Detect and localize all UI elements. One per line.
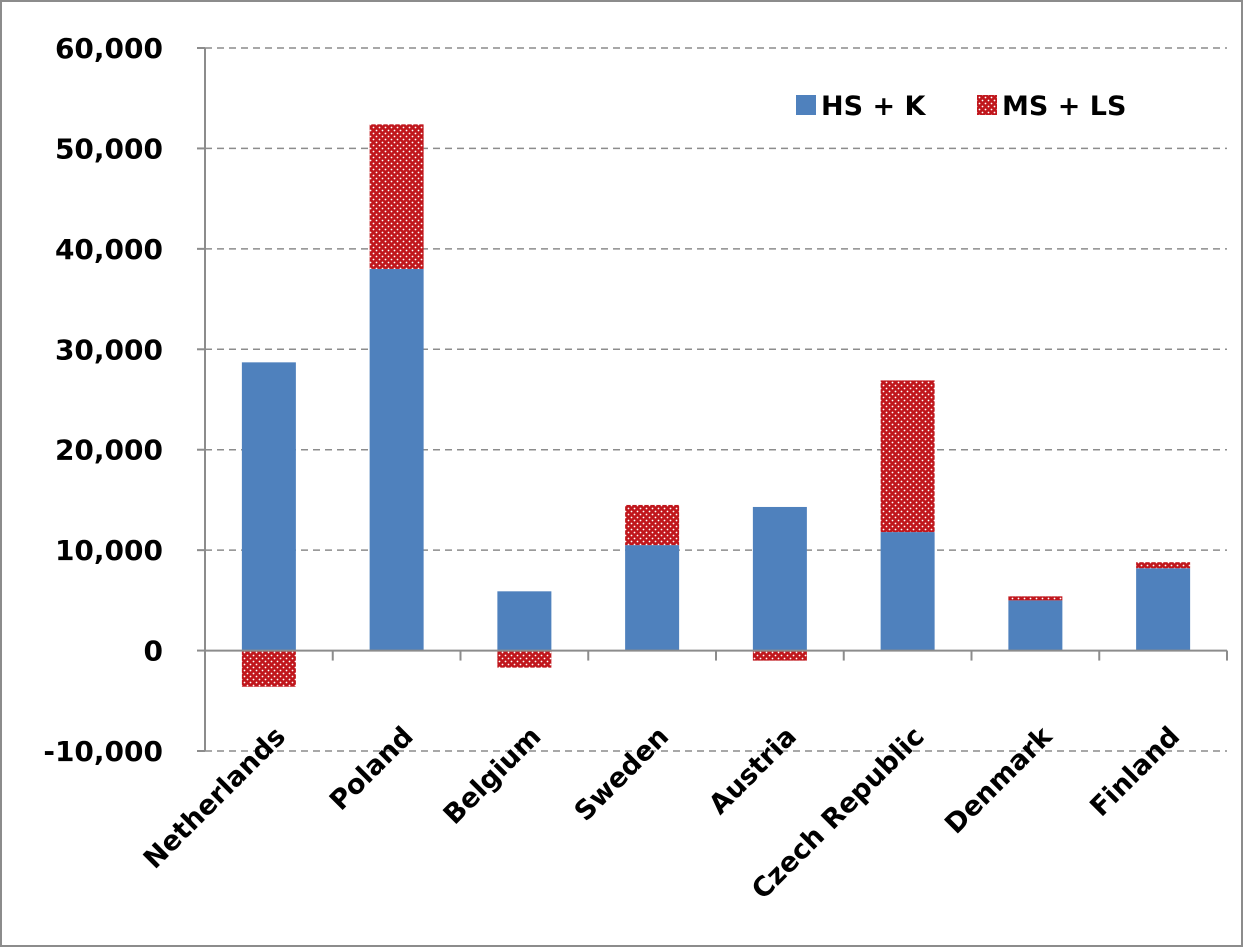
bar-hs-k — [497, 591, 552, 651]
axes — [197, 47, 1228, 752]
bar-hs-k — [369, 268, 424, 651]
bar-hs-k — [1008, 600, 1063, 651]
legend: HS + K MS + LS — [796, 91, 1126, 122]
y-axis-tick-labels: -10,000 0 10,000 20,000 30,000 40,000 50,000 60… — [43, 32, 163, 768]
bars — [241, 124, 1191, 687]
bar-ms-ls — [369, 124, 424, 269]
bar-ms-ls — [497, 650, 552, 668]
y-tick-label: 60,000 — [55, 32, 163, 65]
bar-ms-ls — [1008, 596, 1063, 601]
legend-label: HS + K — [821, 91, 926, 122]
bar-hs-k — [752, 506, 807, 651]
y-tick-label: 40,000 — [55, 233, 163, 266]
y-tick-label: 50,000 — [55, 132, 163, 165]
bar-hs-k — [1136, 568, 1191, 651]
y-tick-label: 20,000 — [55, 434, 163, 467]
legend-swatch-ms-ls — [977, 95, 997, 115]
y-tick-label: -10,000 — [43, 735, 163, 768]
bar-hs-k — [880, 532, 935, 651]
bar-ms-ls — [241, 650, 296, 687]
bar-ms-ls — [1136, 562, 1191, 569]
legend-swatch-hs-k — [796, 95, 816, 115]
y-tick-label: 10,000 — [55, 534, 163, 567]
bar-hs-k — [241, 362, 296, 651]
y-tick-label: 0 — [144, 635, 163, 668]
legend-label: MS + LS — [1002, 91, 1126, 122]
bar-ms-ls — [752, 650, 807, 661]
bar-ms-ls — [625, 504, 680, 546]
y-tick-label: 30,000 — [55, 333, 163, 366]
bar-hs-k — [625, 545, 680, 651]
bar-ms-ls — [880, 380, 935, 533]
